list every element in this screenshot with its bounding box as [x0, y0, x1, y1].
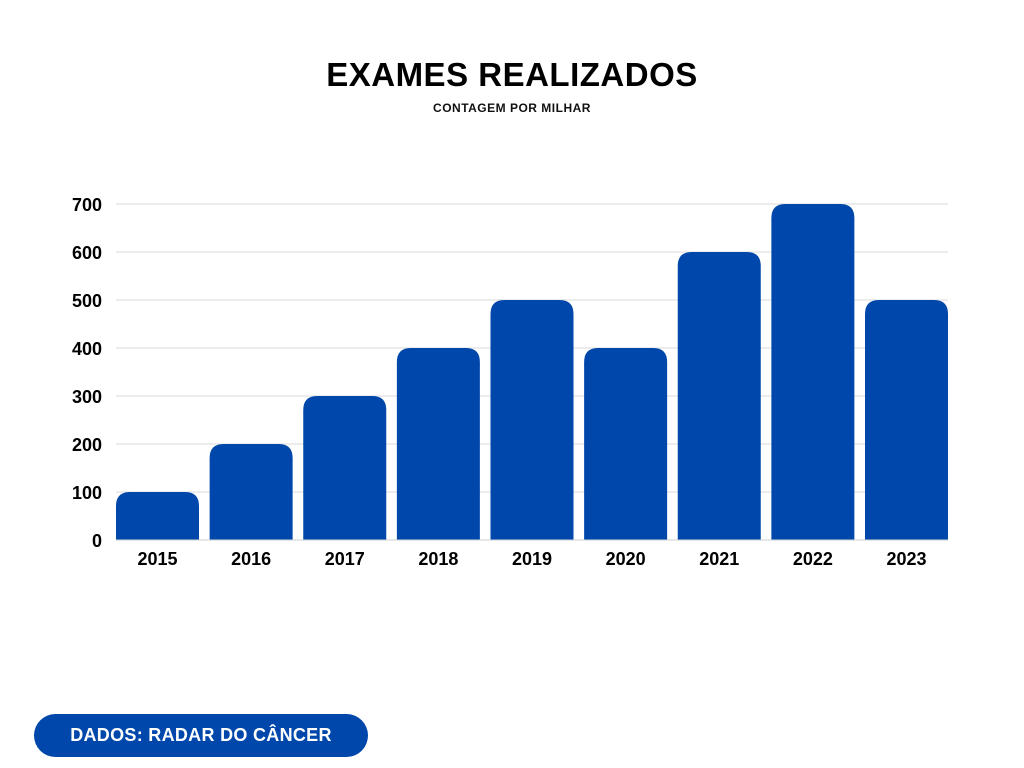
bar-2016	[209, 444, 293, 540]
bar-2022	[771, 204, 855, 540]
x-tick-label: 2017	[325, 549, 365, 569]
x-tick-label: 2016	[231, 549, 271, 569]
source-label: DADOS: RADAR DO CÂNCER	[70, 725, 332, 745]
chart-subtitle: CONTAGEM POR MILHAR	[433, 101, 591, 115]
y-tick-label: 700	[72, 195, 102, 215]
y-tick-label: 500	[72, 291, 102, 311]
x-tick-label: 2020	[606, 549, 646, 569]
y-axis-ticks: 0 100 200 300 400 500 600 700	[72, 195, 102, 551]
y-tick-label: 400	[72, 339, 102, 359]
y-tick-label: 600	[72, 243, 102, 263]
x-tick-label: 2019	[512, 549, 552, 569]
source-badge: DADOS: RADAR DO CÂNCER	[34, 714, 368, 757]
bar-2019	[490, 300, 574, 540]
bars	[116, 204, 948, 540]
bar-2015	[116, 492, 199, 540]
x-tick-label: 2023	[886, 549, 926, 569]
x-tick-label: 2021	[699, 549, 739, 569]
y-tick-label: 200	[72, 435, 102, 455]
chart-title: EXAMES REALIZADOS	[326, 56, 698, 93]
bar-2017	[303, 396, 387, 540]
x-tick-label: 2018	[418, 549, 458, 569]
y-tick-label: 300	[72, 387, 102, 407]
bar-2018	[396, 348, 480, 540]
y-tick-label: 100	[72, 483, 102, 503]
x-axis-ticks: 2015 2016 2017 2018 2019 2020 2021 2022 2023	[137, 549, 926, 569]
y-tick-label: 0	[92, 531, 102, 551]
bar-2021	[677, 252, 761, 540]
bar-2020	[584, 348, 668, 540]
x-tick-label: 2015	[137, 549, 177, 569]
bar-2023	[865, 300, 948, 540]
x-tick-label: 2022	[793, 549, 833, 569]
